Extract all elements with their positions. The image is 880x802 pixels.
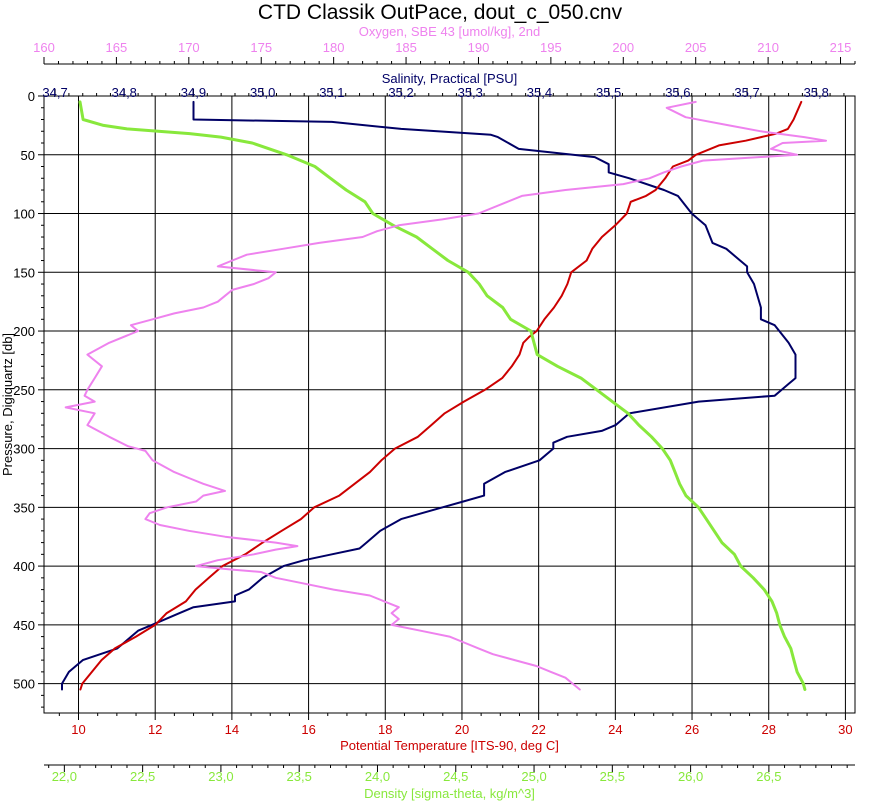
pressure-tick-label: 250 — [13, 383, 35, 398]
oxygen-tick-label: 170 — [178, 40, 200, 55]
density-axis-label: Density [sigma-theta, kg/m^3] — [364, 786, 535, 801]
oxygen-tick-label: 215 — [830, 40, 852, 55]
oxygen-tick-label: 175 — [250, 40, 272, 55]
oxygen-tick-label: 190 — [468, 40, 490, 55]
density-tick-label: 24,0 — [365, 769, 390, 784]
oxygen-tick-label: 200 — [612, 40, 634, 55]
salinity-tick-label: 35,5 — [596, 85, 621, 100]
density-tick-label: 23,0 — [208, 769, 233, 784]
oxygen-tick-label: 195 — [540, 40, 562, 55]
oxygen-tick-label: 165 — [106, 40, 128, 55]
oxygen-axis-label: Oxygen, SBE 43 [umol/kg], 2nd — [359, 24, 540, 39]
density-tick-label: 22,5 — [130, 769, 155, 784]
salinity-tick-label: 35,0 — [250, 85, 275, 100]
temperature-tick-label: 18 — [378, 722, 392, 737]
chart-title: CTD Classik OutPace, dout_c_050.cnv — [258, 1, 623, 24]
grid-layer — [43, 95, 856, 714]
pressure-tick-label: 400 — [13, 559, 35, 574]
density-tick-label: 24,5 — [443, 769, 468, 784]
salinity-profile-line — [61, 100, 797, 691]
density-tick-label: 25,5 — [600, 769, 625, 784]
temperature-tick-label: 26 — [685, 722, 699, 737]
salinity-tick-label: 35,6 — [665, 85, 690, 100]
density-profile-line — [78, 100, 807, 691]
salinity-tick-label: 34,7 — [42, 85, 67, 100]
temperature-tick-label: 22 — [531, 722, 545, 737]
oxygen-tick-label: 180 — [323, 40, 345, 55]
density-tick-label: 26,0 — [678, 769, 703, 784]
temperature-tick-label: 10 — [71, 722, 85, 737]
temperature-tick-label: 28 — [761, 722, 775, 737]
temperature-tick-label: 30 — [838, 722, 852, 737]
oxygen-tick-label: 185 — [395, 40, 417, 55]
oxygen-profile-line — [64, 100, 827, 691]
temperature-tick-label: 24 — [608, 722, 622, 737]
oxygen-tick-label: 210 — [757, 40, 779, 55]
temperature-tick-label: 12 — [148, 722, 162, 737]
pressure-tick-label: 300 — [13, 442, 35, 457]
density-tick-label: 22,0 — [52, 769, 77, 784]
density-tick-label: 26,5 — [756, 769, 781, 784]
salinity-tick-label: 35,4 — [527, 85, 552, 100]
temperature-tick-label: 16 — [301, 722, 315, 737]
salinity-tick-label: 35,1 — [319, 85, 344, 100]
salinity-tick-label: 34,8 — [112, 85, 137, 100]
pressure-tick-label: 500 — [13, 677, 35, 692]
oxygen-tick-label: 205 — [685, 40, 707, 55]
pressure-tick-label: 100 — [13, 207, 35, 222]
oxygen-tick-label: 160 — [33, 40, 55, 55]
pressure-axis-label: Pressure, Digiquartz [db] — [0, 333, 15, 476]
salinity-tick-label: 35,7 — [734, 85, 759, 100]
axes-layer: 0 50 100 150 200 250 300 350 400 450 500 Pressure, … — [0, 24, 856, 801]
salinity-tick-label: 35,2 — [388, 85, 413, 100]
plot-frame — [43, 95, 856, 714]
series-layer — [61, 100, 827, 691]
salinity-tick-label: 35,8 — [804, 85, 829, 100]
pressure-tick-label: 150 — [13, 265, 35, 280]
pressure-tick-label: 200 — [13, 324, 35, 339]
temperature-profile-line — [79, 100, 803, 691]
temperature-tick-label: 14 — [225, 722, 239, 737]
salinity-tick-label: 34,9 — [181, 85, 206, 100]
salinity-axis-label: Salinity, Practical [PSU] — [382, 71, 518, 86]
pressure-tick-label: 450 — [13, 618, 35, 633]
pressure-tick-label: 350 — [13, 500, 35, 515]
temperature-tick-label: 20 — [455, 722, 469, 737]
salinity-tick-label: 35,3 — [458, 85, 483, 100]
density-tick-label: 23,5 — [287, 769, 312, 784]
pressure-tick-label: 0 — [28, 89, 35, 104]
temperature-axis-label: Potential Temperature [ITS-90, deg C] — [340, 738, 559, 753]
pressure-tick-label: 50 — [21, 148, 35, 163]
density-tick-label: 25,0 — [521, 769, 546, 784]
